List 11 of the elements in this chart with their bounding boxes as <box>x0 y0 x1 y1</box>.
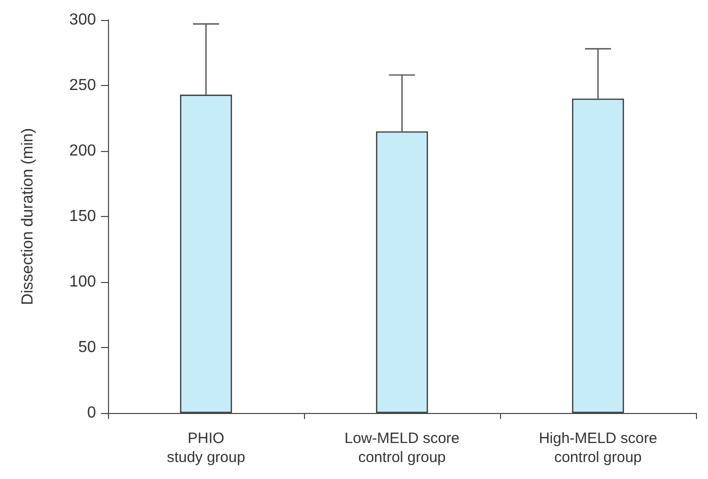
y-tick-label: 300 <box>69 12 96 28</box>
y-tick-label: 100 <box>69 274 96 290</box>
y-axis-title: Dissection duration (min) <box>20 128 36 305</box>
x-tick-label: Low-MELD score control group <box>344 430 460 466</box>
y-tick-label: 250 <box>69 77 96 94</box>
x-tick-label: PHIO study group <box>166 430 246 466</box>
x-tick-label: High-MELD score control group <box>538 430 658 466</box>
y-tick-label: 50 <box>78 339 96 356</box>
y-tick-label: 0 <box>87 404 96 422</box>
y-tick-label: 200 <box>69 142 96 160</box>
y-tick-label: 150 <box>69 208 96 225</box>
